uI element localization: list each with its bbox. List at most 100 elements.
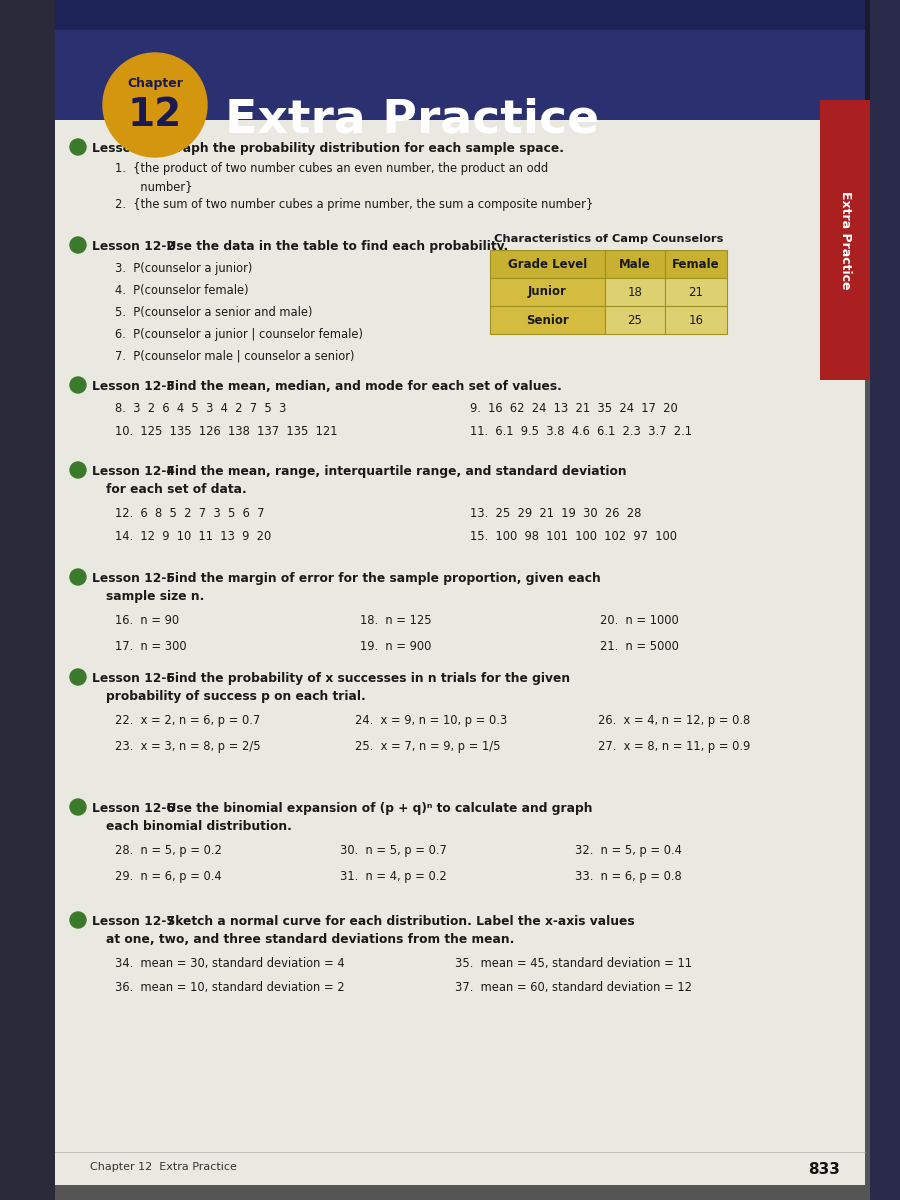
FancyBboxPatch shape bbox=[820, 100, 870, 380]
Text: 7.  P(counselor male | counselor a senior): 7. P(counselor male | counselor a senior… bbox=[115, 350, 355, 362]
Text: Lesson 12-1: Lesson 12-1 bbox=[92, 142, 175, 155]
Text: 10.  125  135  126  138  137  135  121: 10. 125 135 126 138 137 135 121 bbox=[115, 425, 338, 438]
Circle shape bbox=[70, 569, 86, 584]
Circle shape bbox=[70, 236, 86, 253]
Text: 17.  n = 300: 17. n = 300 bbox=[115, 640, 186, 653]
Text: 22.  x = 2, n = 6, p = 0.7: 22. x = 2, n = 6, p = 0.7 bbox=[115, 714, 260, 727]
FancyBboxPatch shape bbox=[605, 250, 665, 278]
Text: 4.  P(counselor female): 4. P(counselor female) bbox=[115, 284, 248, 296]
Circle shape bbox=[70, 377, 86, 392]
Text: Junior: Junior bbox=[528, 286, 567, 299]
Text: 24.  x = 9, n = 10, p = 0.3: 24. x = 9, n = 10, p = 0.3 bbox=[355, 714, 508, 727]
FancyBboxPatch shape bbox=[605, 278, 665, 306]
Text: Chapter: Chapter bbox=[127, 77, 183, 90]
Text: Extra Practice: Extra Practice bbox=[225, 97, 599, 143]
Text: 18.  n = 125: 18. n = 125 bbox=[360, 614, 432, 626]
FancyBboxPatch shape bbox=[490, 306, 605, 334]
FancyBboxPatch shape bbox=[55, 0, 865, 30]
Circle shape bbox=[70, 912, 86, 928]
Circle shape bbox=[70, 670, 86, 685]
Text: 15.  100  98  101  100  102  97  100: 15. 100 98 101 100 102 97 100 bbox=[470, 530, 677, 542]
Circle shape bbox=[70, 799, 86, 815]
FancyBboxPatch shape bbox=[605, 306, 665, 334]
Text: 25.  x = 7, n = 9, p = 1/5: 25. x = 7, n = 9, p = 1/5 bbox=[355, 740, 500, 754]
FancyBboxPatch shape bbox=[0, 0, 900, 100]
Text: Lesson 12-6: Lesson 12-6 bbox=[92, 672, 175, 685]
Circle shape bbox=[70, 462, 86, 478]
Text: 16.  n = 90: 16. n = 90 bbox=[115, 614, 179, 626]
Text: sample size n.: sample size n. bbox=[106, 590, 204, 602]
Text: 21: 21 bbox=[688, 286, 704, 299]
Text: 16: 16 bbox=[688, 313, 704, 326]
Text: 21.  n = 5000: 21. n = 5000 bbox=[600, 640, 679, 653]
FancyBboxPatch shape bbox=[490, 250, 605, 278]
FancyBboxPatch shape bbox=[665, 250, 727, 278]
Text: Lesson 12-3: Lesson 12-3 bbox=[92, 380, 175, 392]
FancyBboxPatch shape bbox=[55, 5, 865, 120]
Text: Find the mean, median, and mode for each set of values.: Find the mean, median, and mode for each… bbox=[158, 380, 562, 392]
Text: 23.  x = 3, n = 8, p = 2/5: 23. x = 3, n = 8, p = 2/5 bbox=[115, 740, 261, 754]
Text: 37.  mean = 60, standard deviation = 12: 37. mean = 60, standard deviation = 12 bbox=[455, 982, 692, 994]
Text: 32.  n = 5, p = 0.4: 32. n = 5, p = 0.4 bbox=[575, 844, 682, 857]
Text: 34.  mean = 30, standard deviation = 4: 34. mean = 30, standard deviation = 4 bbox=[115, 958, 345, 970]
Text: 36.  mean = 10, standard deviation = 2: 36. mean = 10, standard deviation = 2 bbox=[115, 982, 345, 994]
Text: number}: number} bbox=[115, 180, 193, 193]
FancyBboxPatch shape bbox=[665, 306, 727, 334]
FancyBboxPatch shape bbox=[490, 278, 605, 306]
Text: Find the probability of x successes in n trials for the given: Find the probability of x successes in n… bbox=[158, 672, 570, 685]
Text: 29.  n = 6, p = 0.4: 29. n = 6, p = 0.4 bbox=[115, 870, 221, 883]
Text: 1.  {the product of two number cubes an even number, the product an odd: 1. {the product of two number cubes an e… bbox=[115, 162, 548, 175]
Circle shape bbox=[103, 53, 207, 157]
Text: 833: 833 bbox=[808, 1162, 840, 1177]
FancyBboxPatch shape bbox=[665, 278, 727, 306]
Text: Graph the probability distribution for each sample space.: Graph the probability distribution for e… bbox=[158, 142, 564, 155]
Text: 14.  12  9  10  11  13  9  20: 14. 12 9 10 11 13 9 20 bbox=[115, 530, 271, 542]
Text: Lesson 12-2: Lesson 12-2 bbox=[92, 240, 175, 253]
Text: 18: 18 bbox=[627, 286, 643, 299]
Text: 3.  P(counselor a junior): 3. P(counselor a junior) bbox=[115, 262, 252, 275]
Text: 8.  3  2  6  4  5  3  4  2  7  5  3: 8. 3 2 6 4 5 3 4 2 7 5 3 bbox=[115, 402, 286, 415]
Text: Female: Female bbox=[672, 258, 720, 270]
Text: 12: 12 bbox=[128, 96, 182, 134]
Text: each binomial distribution.: each binomial distribution. bbox=[106, 820, 292, 833]
Text: at one, two, and three standard deviations from the mean.: at one, two, and three standard deviatio… bbox=[106, 934, 515, 946]
Text: Use the data in the table to find each probability.: Use the data in the table to find each p… bbox=[158, 240, 508, 253]
Text: 13.  25  29  21  19  30  26  28: 13. 25 29 21 19 30 26 28 bbox=[470, 506, 642, 520]
Text: 2.  {the sum of two number cubes a prime number, the sum a composite number}: 2. {the sum of two number cubes a prime … bbox=[115, 198, 593, 211]
FancyBboxPatch shape bbox=[0, 0, 55, 1200]
Text: Characteristics of Camp Counselors: Characteristics of Camp Counselors bbox=[494, 234, 724, 244]
FancyBboxPatch shape bbox=[870, 0, 900, 1200]
Text: probability of success p on each trial.: probability of success p on each trial. bbox=[106, 690, 365, 703]
Text: 28.  n = 5, p = 0.2: 28. n = 5, p = 0.2 bbox=[115, 844, 222, 857]
Text: 26.  x = 4, n = 12, p = 0.8: 26. x = 4, n = 12, p = 0.8 bbox=[598, 714, 751, 727]
Text: 9.  16  62  24  13  21  35  24  17  20: 9. 16 62 24 13 21 35 24 17 20 bbox=[470, 402, 678, 415]
Text: Find the mean, range, interquartile range, and standard deviation: Find the mean, range, interquartile rang… bbox=[158, 464, 626, 478]
Text: 35.  mean = 45, standard deviation = 11: 35. mean = 45, standard deviation = 11 bbox=[455, 958, 692, 970]
Text: Find the margin of error for the sample proportion, given each: Find the margin of error for the sample … bbox=[158, 572, 601, 584]
Circle shape bbox=[70, 139, 86, 155]
FancyBboxPatch shape bbox=[55, 20, 865, 1186]
Text: Lesson 12-5: Lesson 12-5 bbox=[92, 572, 175, 584]
Text: Lesson 12-7: Lesson 12-7 bbox=[92, 914, 175, 928]
Text: Sketch a normal curve for each distribution. Label the x-axis values: Sketch a normal curve for each distribut… bbox=[158, 914, 634, 928]
Text: 11.  6.1  9.5  3.8  4.6  6.1  2.3  3.7  2.1: 11. 6.1 9.5 3.8 4.6 6.1 2.3 3.7 2.1 bbox=[470, 425, 692, 438]
Text: Senior: Senior bbox=[526, 313, 569, 326]
Text: 27.  x = 8, n = 11, p = 0.9: 27. x = 8, n = 11, p = 0.9 bbox=[598, 740, 751, 754]
Text: Extra Practice: Extra Practice bbox=[839, 191, 851, 289]
Text: Lesson 12-6: Lesson 12-6 bbox=[92, 802, 175, 815]
Text: 25: 25 bbox=[627, 313, 643, 326]
Text: Male: Male bbox=[619, 258, 651, 270]
Text: 5.  P(counselor a senior and male): 5. P(counselor a senior and male) bbox=[115, 306, 312, 319]
Text: 33.  n = 6, p = 0.8: 33. n = 6, p = 0.8 bbox=[575, 870, 682, 883]
Text: Chapter 12  Extra Practice: Chapter 12 Extra Practice bbox=[90, 1162, 237, 1172]
Text: 30.  n = 5, p = 0.7: 30. n = 5, p = 0.7 bbox=[340, 844, 447, 857]
Text: 6.  P(counselor a junior | counselor female): 6. P(counselor a junior | counselor fema… bbox=[115, 328, 363, 341]
Text: 20.  n = 1000: 20. n = 1000 bbox=[600, 614, 679, 626]
Text: for each set of data.: for each set of data. bbox=[106, 482, 247, 496]
Text: Grade Level: Grade Level bbox=[508, 258, 587, 270]
Text: 12.  6  8  5  2  7  3  5  6  7: 12. 6 8 5 2 7 3 5 6 7 bbox=[115, 506, 265, 520]
Text: 31.  n = 4, p = 0.2: 31. n = 4, p = 0.2 bbox=[340, 870, 446, 883]
Text: Lesson 12-4: Lesson 12-4 bbox=[92, 464, 175, 478]
Text: Use the binomial expansion of (p + q)ⁿ to calculate and graph: Use the binomial expansion of (p + q)ⁿ t… bbox=[158, 802, 592, 815]
Text: 19.  n = 900: 19. n = 900 bbox=[360, 640, 431, 653]
